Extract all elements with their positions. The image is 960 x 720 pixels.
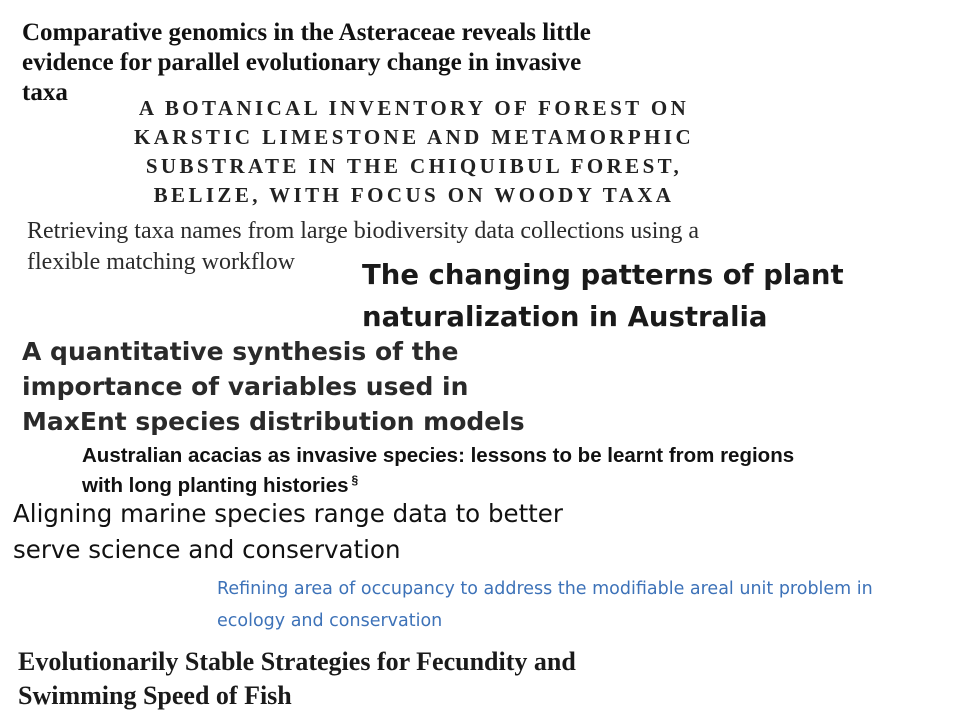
title-line: Retrieving taxa names from large biodive…	[27, 218, 700, 244]
title-line: ecology and conservation	[217, 611, 443, 631]
title-line: A quantitative synthesis of the	[22, 337, 459, 366]
title-line: Aligning marine species range data to be…	[13, 499, 563, 528]
title-line: MaxEnt species distribution models	[22, 407, 525, 436]
paper-title-maxent-synthesis: A quantitative synthesis of the importan…	[22, 334, 525, 439]
title-line: KARSTIC LIMESTONE AND METAMORPHIC	[133, 125, 695, 149]
paper-title-australian-acacias: Australian acacias as invasive species: …	[82, 444, 794, 498]
paper-title-fish-ess: Evolutionarily Stable Strategies for Fec…	[18, 645, 576, 713]
paper-title-plant-naturalization: The changing patterns of plant naturaliz…	[362, 254, 844, 338]
title-line: flexible matching workflow	[27, 249, 295, 275]
paper-title-taxa-name-matching: Retrieving taxa names from large biodive…	[27, 216, 699, 278]
title-line: Comparative genomics in the Asteraceae r…	[22, 19, 591, 46]
title-line: naturalization in Australia	[362, 301, 768, 333]
paper-title-marine-species-range: Aligning marine species range data to be…	[13, 496, 563, 568]
title-line: Refining area of occupancy to address th…	[217, 579, 873, 599]
title-line: A BOTANICAL INVENTORY OF FOREST ON	[138, 96, 690, 120]
title-line: importance of variables used in	[22, 372, 469, 401]
title-line: Australian acacias as invasive species: …	[82, 444, 795, 467]
paper-title-chiquibul-inventory: A BOTANICAL INVENTORY OF FOREST ON KARST…	[96, 94, 732, 210]
paper-title-asteraceae-genomics: Comparative genomics in the Asteraceae r…	[22, 18, 591, 108]
title-line: Evolutionarily Stable Strategies for Fec…	[18, 647, 576, 676]
title-line: evidence for parallel evolutionary chang…	[22, 49, 582, 76]
footnote-mark: §	[351, 473, 359, 487]
title-line: SUBSTRATE IN THE CHIQUIBUL FOREST,	[145, 154, 683, 178]
title-line: serve science and conservation	[13, 535, 401, 564]
title-line: Swimming Speed of Fish	[18, 681, 292, 710]
title-line: BELIZE, WITH FOCUS ON WOODY TAXA	[153, 183, 675, 207]
title-line: The changing patterns of plant	[362, 259, 844, 291]
title-line: taxa	[22, 79, 68, 106]
title-line: with long planting histories §	[82, 468, 794, 498]
paper-title-area-of-occupancy: Refining area of occupancy to address th…	[217, 573, 873, 637]
title-line-text: with long planting histories	[82, 474, 349, 497]
